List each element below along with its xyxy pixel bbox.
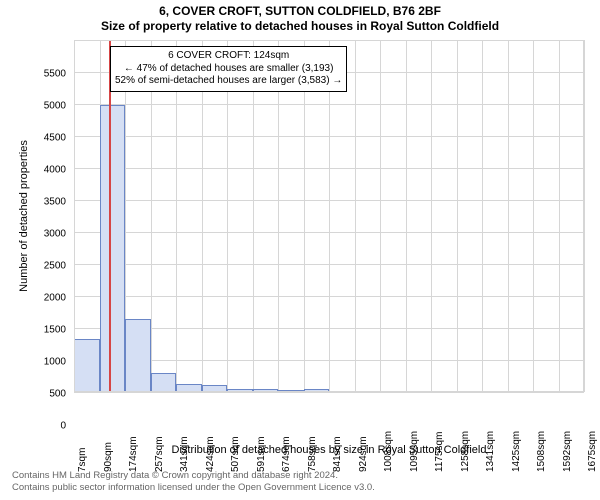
callout-line: 6 COVER CROFT: 124sqm [115, 50, 342, 63]
gridline-vertical [457, 40, 458, 392]
gridline-vertical [508, 40, 509, 392]
y-tick-label: 500 [26, 389, 66, 400]
gridline-vertical [329, 40, 330, 392]
callout-box: 6 COVER CROFT: 124sqm← 47% of detached h… [110, 46, 347, 92]
y-tick-label: 2000 [26, 293, 66, 304]
current-property-marker [109, 40, 111, 392]
histogram-bar [508, 391, 534, 392]
gridline-vertical [431, 40, 432, 392]
histogram-bar [125, 319, 151, 392]
address-title: 6, COVER CROFT, SUTTON COLDFIELD, B76 2B… [0, 0, 600, 19]
x-axis-label: Distribution of detached houses by size … [74, 444, 584, 456]
gridline-vertical [380, 40, 381, 392]
histogram-bar [202, 385, 228, 392]
plot-area [74, 40, 584, 392]
gridline-vertical [202, 40, 203, 392]
gridline-horizontal [74, 392, 584, 393]
y-tick-label: 2500 [26, 261, 66, 272]
callout-line: 52% of semi-detached houses are larger (… [115, 75, 342, 88]
gridline-vertical [151, 40, 152, 392]
histogram-bar [482, 391, 508, 392]
histogram-bar [227, 389, 253, 392]
histogram-bar [176, 384, 202, 392]
footer-line-1: Contains HM Land Registry data © Crown c… [12, 470, 375, 482]
subtitle: Size of property relative to detached ho… [0, 19, 600, 34]
histogram-bar [100, 105, 126, 392]
histogram-bar [380, 391, 406, 392]
gridline-vertical [584, 40, 585, 392]
gridline-vertical [355, 40, 356, 392]
gridline-vertical [533, 40, 534, 392]
footer-line-2: Contains public sector information licen… [12, 482, 375, 494]
histogram-bar [253, 389, 279, 392]
gridline-vertical [253, 40, 254, 392]
y-tick-label: 1500 [26, 325, 66, 336]
gridline-vertical [227, 40, 228, 392]
histogram-bar [329, 391, 355, 392]
y-tick-label: 4500 [26, 133, 66, 144]
gridline-vertical [176, 40, 177, 392]
histogram-bar [151, 373, 177, 392]
histogram-bar [304, 389, 330, 392]
histogram-bar [355, 391, 381, 392]
y-tick-label: 0 [26, 421, 66, 432]
y-tick-label: 3000 [26, 229, 66, 240]
y-tick-label: 5000 [26, 101, 66, 112]
histogram-bar [278, 390, 304, 392]
y-tick-label: 1000 [26, 357, 66, 368]
gridline-vertical [304, 40, 305, 392]
callout-line: ← 47% of detached houses are smaller (3,… [115, 63, 342, 76]
gridline-vertical [559, 40, 560, 392]
y-axis-label: Number of detached properties [18, 116, 30, 316]
y-tick-label: 4000 [26, 165, 66, 176]
gridline-vertical [406, 40, 407, 392]
y-tick-label: 5500 [26, 69, 66, 80]
footer-text: Contains HM Land Registry data © Crown c… [12, 470, 375, 494]
histogram-bar [74, 339, 100, 392]
gridline-vertical [278, 40, 279, 392]
y-tick-label: 3500 [26, 197, 66, 208]
gridline-vertical [482, 40, 483, 392]
